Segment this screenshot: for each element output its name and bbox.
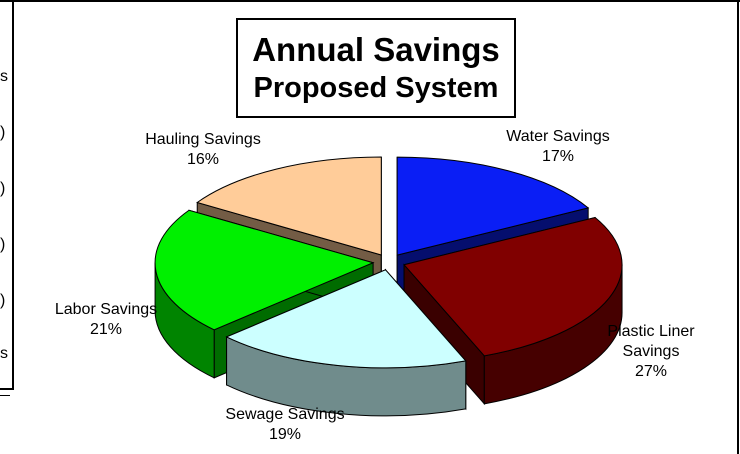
slice-top-face — [225, 269, 467, 369]
slice-top-face — [403, 216, 623, 357]
chart-subtitle: Proposed System — [253, 72, 499, 104]
slice-top-face — [196, 156, 382, 256]
slice-name: Labor Savings — [54, 301, 158, 318]
slice-percent: 27% — [634, 363, 668, 380]
left-border — [12, 0, 14, 390]
edge-fragment: ) — [0, 180, 6, 197]
slice-percent: 16% — [186, 151, 220, 168]
pie-slice-sewage-savings — [225, 268, 467, 417]
slice-label-hauling: Hauling Savings 16% — [128, 130, 278, 170]
slice-top-face — [154, 209, 375, 331]
slice-top-face — [396, 156, 590, 256]
bottom-rule — [0, 388, 14, 390]
edge-fragment: s — [0, 345, 8, 362]
slice-percent: 19% — [268, 426, 302, 443]
slice-name: Plastic Liner — [607, 323, 695, 340]
slice-percent: 17% — [541, 148, 575, 165]
slice-name: Sewage Savings — [225, 406, 345, 423]
slice-name: Hauling Savings — [145, 131, 261, 148]
chart-title-box: Annual Savings Proposed System — [236, 18, 516, 118]
slice-label-sewage: Sewage Savings 19% — [215, 405, 355, 445]
slice-name: Savings — [622, 343, 680, 360]
edge-fragment: s — [0, 68, 8, 85]
right-border — [737, 0, 739, 454]
edge-fragment: ) — [0, 236, 6, 253]
edge-fragment: ) — [0, 124, 6, 141]
top-border — [0, 0, 740, 2]
chart-title: Annual Savings — [252, 31, 500, 68]
slice-label-labor: Labor Savings 21% — [36, 300, 176, 340]
slice-label-plastic-liner: Plastic Liner Savings 27% — [596, 322, 706, 382]
slice-name: Water Savings — [506, 128, 610, 145]
slice-label-water: Water Savings 17% — [488, 127, 628, 167]
slice-percent: 21% — [89, 321, 123, 338]
edge-fragment: ) — [0, 292, 6, 309]
bottom-rule-2 — [0, 395, 10, 396]
